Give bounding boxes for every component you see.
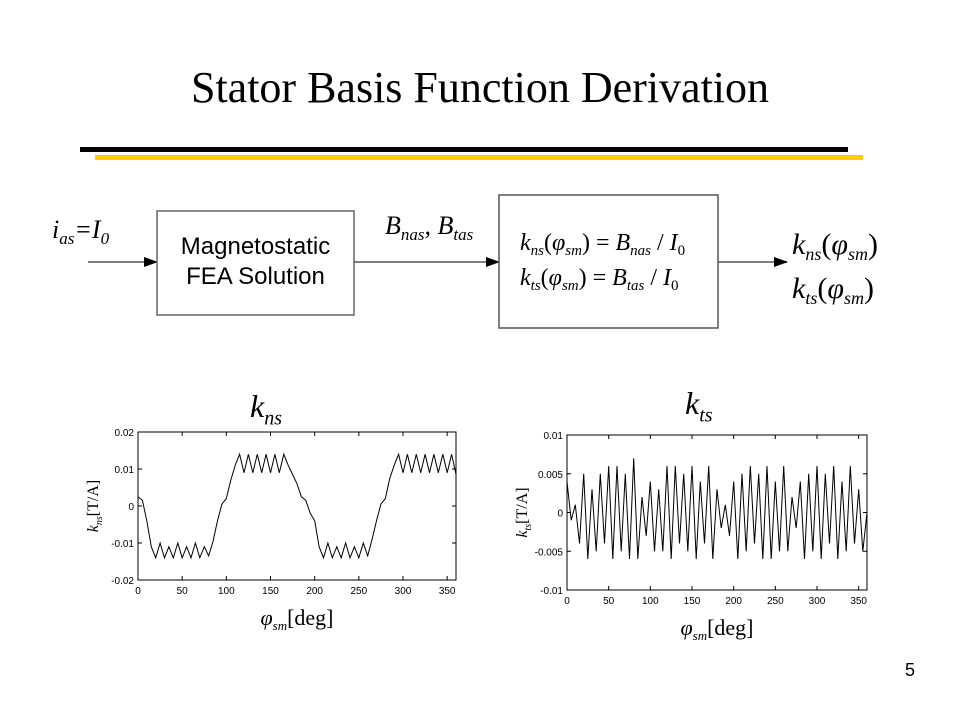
- x-tick-label: 200: [306, 586, 323, 597]
- y-axis-label: kts[T/A]: [514, 487, 534, 537]
- x-tick-label: 150: [262, 586, 279, 597]
- y-tick-label: 0.005: [538, 470, 563, 481]
- chart-kns: 0.020.010-0.01-0.020 50 100 150 200 250 300 350…: [85, 428, 457, 633]
- x-tick-label: 300: [809, 596, 826, 607]
- chart-title-kns: kns: [250, 388, 282, 430]
- fea-line-2: FEA Solution: [186, 263, 325, 290]
- x-axis-label: φsm[deg]: [680, 615, 753, 640]
- x-tick-label: 100: [642, 596, 659, 607]
- y-tick-label: 0: [557, 509, 563, 520]
- y-tick-label: 0.01: [544, 431, 564, 442]
- y-tick-label: 0.02: [115, 428, 135, 439]
- input-label: ias=I0: [52, 215, 110, 248]
- x-axis-label: φsm[deg]: [260, 605, 333, 633]
- y-tick-label: 0: [128, 502, 134, 513]
- x-tick-label: 50: [603, 596, 615, 607]
- chart-title-kts: kts: [685, 385, 713, 427]
- title-rule-gold: [95, 155, 863, 160]
- b-fields-label: Bnas, Btas: [385, 211, 474, 244]
- y-tick-label: 0.01: [115, 465, 135, 476]
- y-tick-label: -0.02: [111, 576, 134, 587]
- y-tick-label: -0.005: [535, 547, 564, 558]
- fea-box-label: Magnetostatic FEA Solution: [157, 232, 354, 292]
- y-tick-label: -0.01: [111, 539, 134, 550]
- y-axis-label: kns[T/A]: [85, 480, 105, 532]
- output-kns: kns(φsm): [792, 228, 878, 264]
- title-rule-black: [80, 147, 848, 152]
- flow-diagram: ias=I0 Bnas, Btas kns(φsm) = Bnas / I0 k…: [52, 194, 878, 329]
- equation-box: [498, 194, 719, 329]
- x-tick-label: 50: [177, 586, 189, 597]
- series-line: [137, 452, 457, 560]
- plot-frame: [137, 431, 457, 581]
- y-tick-label: -0.01: [540, 586, 563, 597]
- x-tick-label: 350: [850, 596, 867, 607]
- output-kts: kts(φsm): [792, 272, 874, 308]
- x-tick-label: 150: [684, 596, 701, 607]
- fea-line-1: Magnetostatic: [180, 233, 331, 260]
- plot-frame: [566, 434, 868, 591]
- page-title: Stator Basis Function Derivation: [190, 63, 770, 112]
- equation-kns: kns(φsm) = Bnas / I0: [520, 230, 685, 259]
- series-line: [566, 458, 868, 560]
- x-tick-label: 250: [350, 586, 367, 597]
- x-tick-label: 200: [725, 596, 742, 607]
- equation-kts: kts(φsm) = Btas / I0: [520, 265, 679, 294]
- page-number: 5: [904, 660, 915, 680]
- fea-box: [156, 210, 355, 316]
- x-tick-label: 0: [564, 596, 570, 607]
- x-tick-label: 250: [767, 596, 784, 607]
- x-tick-label: 0: [135, 586, 141, 597]
- x-tick-label: 100: [218, 586, 235, 597]
- x-tick-label: 300: [395, 586, 412, 597]
- x-tick-label: 350: [439, 586, 456, 597]
